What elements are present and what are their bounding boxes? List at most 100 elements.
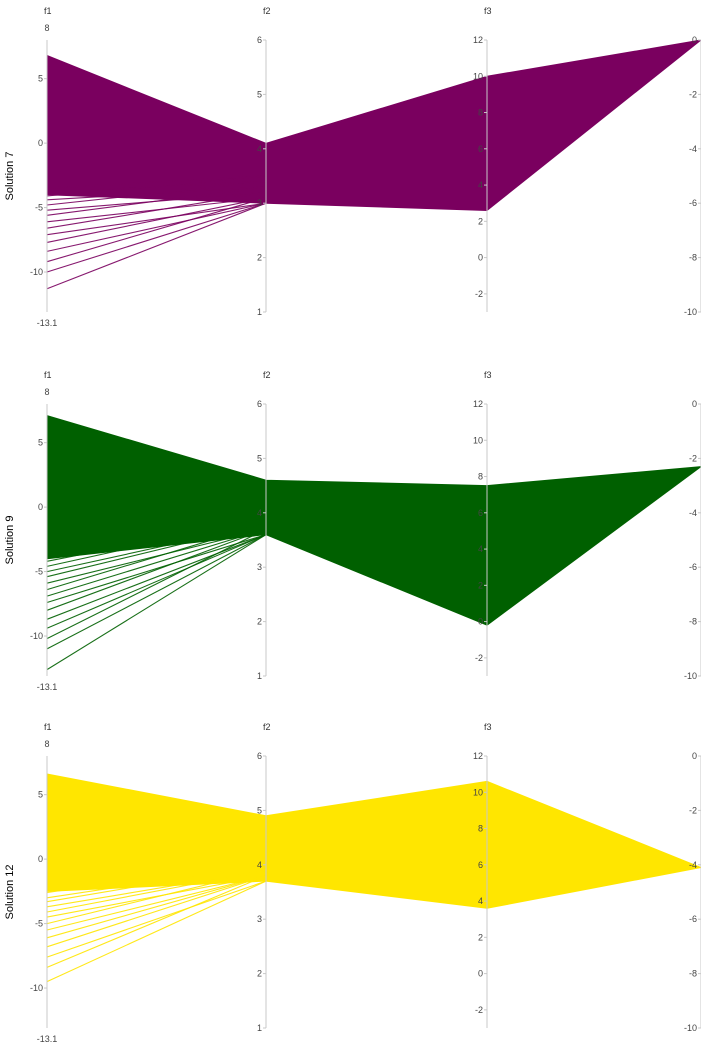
axis-f1: f1 8 5 0 -5 -10 -13.1 (30, 722, 57, 1044)
series-line (46, 523, 267, 573)
series-line (46, 512, 267, 557)
tick-label: 6 (478, 144, 483, 154)
series-line (46, 534, 267, 604)
tick-label: 10 (473, 435, 483, 445)
tick-label: 5 (38, 790, 43, 800)
tick-label: 0 (692, 399, 697, 409)
series-line (46, 534, 267, 671)
tick-label: 5 (257, 453, 262, 463)
tick-label: -10 (30, 983, 43, 993)
tick-label: 10 (473, 71, 483, 81)
tick-label: -2 (689, 89, 697, 99)
tick-label: -8 (689, 969, 697, 979)
series-line (46, 528, 267, 640)
panel-2: f1 8 5 0 -5 -10 -13.1 f2 6 5 4 3 2 1 f3 12 10 8 6 4 2 0 -2 0 -2 -… (4, 370, 701, 692)
tick-label: 6 (257, 35, 262, 45)
tick-label: 3 (257, 914, 262, 924)
tick-label: 5 (38, 74, 43, 84)
axis-f3: f3 12 10 8 6 4 2 0 -2 (473, 722, 492, 1028)
tick-label: 4 (257, 508, 262, 518)
tick-label: 4 (257, 860, 262, 870)
tick-label: 2 (257, 617, 262, 627)
row-label: Solution 7 (4, 152, 16, 201)
panel-3: f1 8 5 0 -5 -10 -13.1 f2 6 5 4 3 2 1 f3 12 10 8 6 4 2 0 -2 0 -2 -… (4, 722, 701, 1044)
tick-label: -2 (689, 453, 697, 463)
series-line (46, 534, 267, 620)
tick-label: 8 (44, 387, 49, 397)
tick-label: 6 (478, 860, 483, 870)
series-band (46, 773, 701, 909)
tick-label: 2 (478, 580, 483, 590)
tick-label: 5 (38, 438, 43, 448)
series-line (46, 191, 267, 229)
tick-label: 4 (478, 544, 483, 554)
tick-label: -4 (689, 860, 697, 870)
tick-label: 8 (44, 23, 49, 33)
series-line (46, 175, 267, 197)
series-line (46, 869, 267, 925)
axis-unnamed-3: 0 -2 -4 -6 -8 -10 (684, 35, 701, 317)
series-line (46, 197, 267, 243)
tick-label: -10 (684, 1023, 697, 1033)
axis-unnamed-3: 0 -2 -4 -6 -8 -10 (684, 751, 701, 1033)
series-line (46, 202, 267, 252)
series-line (46, 880, 267, 983)
axis-f1: f1 8 5 0 -5 -10 -13.1 (30, 370, 57, 692)
tick-label: -10 (30, 267, 43, 277)
series-line (46, 186, 267, 216)
tick-label: 0 (478, 969, 483, 979)
row-label: Solution 9 (4, 516, 16, 565)
tick-label: 0 (478, 617, 483, 627)
tick-label: 0 (38, 502, 43, 512)
tick-label: 4 (478, 180, 483, 190)
series-line (46, 528, 267, 611)
tick-label: -10 (30, 631, 43, 641)
series-line (46, 864, 267, 903)
tick-label: -13.1 (37, 1034, 58, 1044)
tick-label: 3 (257, 198, 262, 208)
tick-label: -4 (689, 508, 697, 518)
tick-label: -10 (684, 307, 697, 317)
tick-label: -6 (689, 914, 697, 924)
series-band (46, 415, 701, 626)
axis-title: f2 (263, 370, 271, 380)
tick-label: 8 (478, 108, 483, 118)
series-line (46, 875, 267, 939)
series-line (46, 875, 267, 948)
tick-label: 6 (478, 508, 483, 518)
tick-label: 0 (478, 253, 483, 263)
axis-f3: f3 12 10 8 6 4 2 0 -2 (473, 6, 492, 312)
tick-label: 12 (473, 751, 483, 761)
axis-title: f2 (263, 6, 271, 16)
tick-label: 8 (44, 739, 49, 749)
series-line (46, 517, 267, 562)
tick-label: 5 (257, 89, 262, 99)
tick-label: 4 (257, 144, 262, 154)
axis-f3: f3 12 10 8 6 4 2 0 -2 (473, 370, 492, 676)
series-line (46, 864, 267, 899)
row-label: Solution 12 (4, 864, 16, 919)
axis-title: f3 (484, 370, 492, 380)
axis-title: f1 (44, 6, 52, 16)
series-line (46, 534, 267, 629)
axis-title: f3 (484, 722, 492, 732)
series-line (46, 517, 267, 567)
series-line (46, 534, 267, 650)
series-line (46, 180, 267, 206)
tick-label: -10 (684, 671, 697, 681)
axis-f2: f2 6 5 4 3 2 1 (257, 370, 271, 681)
series-line (46, 202, 267, 273)
tick-label: -6 (689, 562, 697, 572)
series-line (46, 875, 267, 931)
tick-label: 2 (478, 932, 483, 942)
tick-label: 0 (692, 35, 697, 45)
tick-label: -5 (35, 203, 43, 213)
tick-label: 6 (257, 399, 262, 409)
tick-label: 8 (478, 472, 483, 482)
tick-label: 10 (473, 787, 483, 797)
tick-label: -6 (689, 198, 697, 208)
axis-f1: f1 8 5 0 -5 -10 -13.1 (30, 6, 57, 328)
tick-label: 12 (473, 399, 483, 409)
tick-label: 4 (478, 896, 483, 906)
